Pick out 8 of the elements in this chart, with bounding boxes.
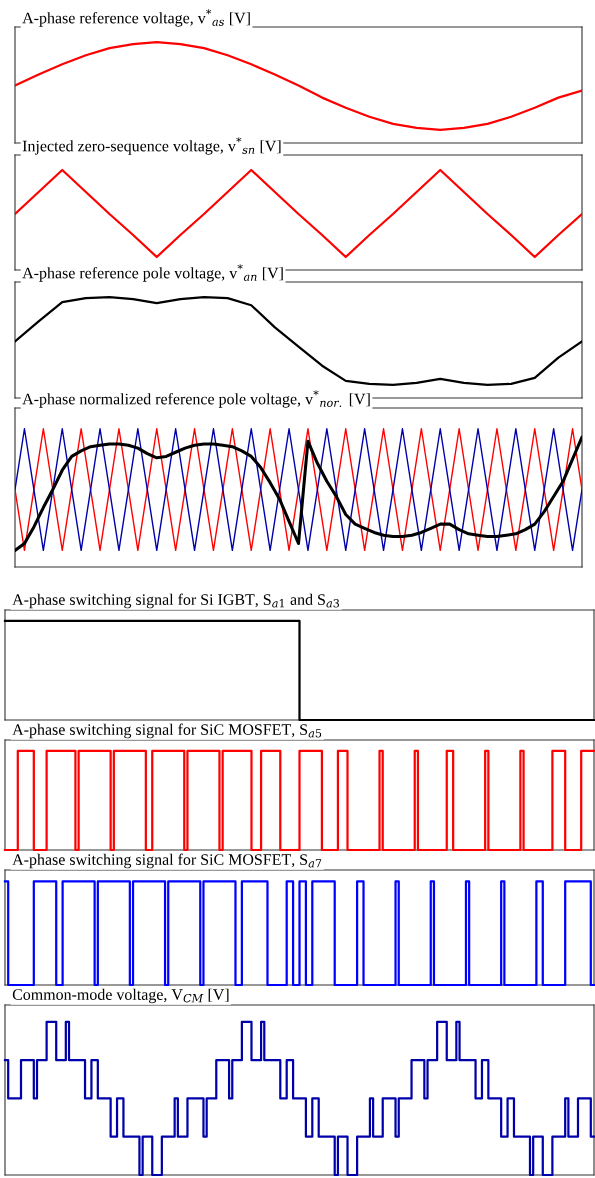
chart-title: A-phase switching signal for Si IGBT, S$_{a1}$ and S$_{a3}$: [12, 593, 340, 609]
chart-title: A-phase reference voltage, v$^{*}$$_{as}$ [V]: [22, 9, 250, 27]
chart-title: A-phase switching signal for SiC MOSFET, S$_{a5}$: [12, 723, 322, 739]
chart-title: Common-mode voltage, V$_{CM}$ [V]: [12, 988, 229, 1004]
chart-title: Injected zero-sequence voltage, v$^{*}$$_{sn}$ [V]: [22, 137, 281, 155]
chart-title: A-phase reference pole voltage, v$^{*}$$_{an}$ [V]: [22, 264, 283, 282]
chart-title: A-phase switching signal for SiC MOSFET, S$_{a7}$: [12, 853, 322, 869]
chart-title: A-phase normalized reference pole voltage, v$^{*}$$_{nor.}$ [V]: [22, 390, 370, 408]
